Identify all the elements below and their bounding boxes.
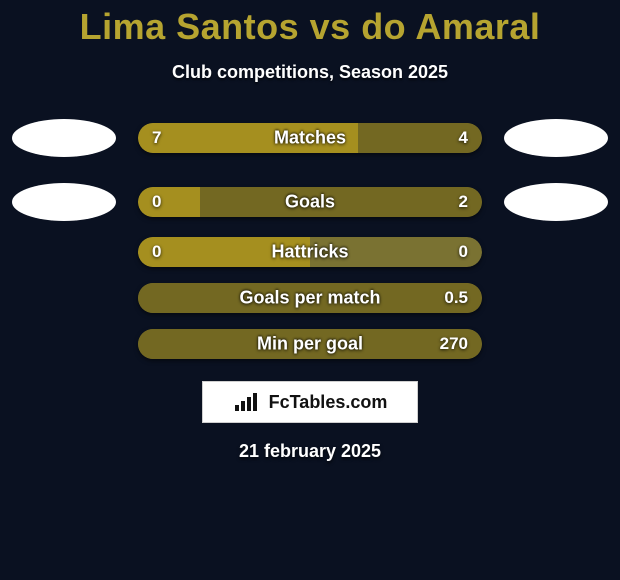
page-title: Lima Santos vs do Amaral	[80, 6, 541, 48]
bar-segment-right	[200, 187, 482, 217]
stat-row: 74Matches	[0, 119, 620, 157]
stat-row: 00Hattricks	[0, 237, 620, 267]
bar-segment-right	[138, 283, 482, 313]
stat-bar: 02Goals	[138, 187, 482, 217]
date-text: 21 february 2025	[239, 441, 381, 462]
bar-segment-left	[138, 123, 358, 153]
bar-segment-left	[138, 187, 200, 217]
brand-text: FcTables.com	[269, 392, 388, 413]
bar-segment-left	[138, 237, 310, 267]
stat-row: 0.5Goals per match	[0, 283, 620, 313]
bar-segment-right	[358, 123, 482, 153]
brand-badge: FcTables.com	[202, 381, 418, 423]
player-avatar-right	[504, 119, 608, 157]
bars-icon	[233, 391, 263, 413]
page-subtitle: Club competitions, Season 2025	[172, 62, 448, 83]
player-avatar-left	[12, 183, 116, 221]
bar-segment-right	[138, 329, 482, 359]
stat-bar: 74Matches	[138, 123, 482, 153]
player-avatar-left	[12, 119, 116, 157]
stat-bar: 00Hattricks	[138, 237, 482, 267]
stat-bar: 270Min per goal	[138, 329, 482, 359]
stat-row: 02Goals	[0, 183, 620, 221]
stat-row: 270Min per goal	[0, 329, 620, 359]
player-avatar-right	[504, 183, 608, 221]
stat-bar: 0.5Goals per match	[138, 283, 482, 313]
comparison-infographic: Lima Santos vs do Amaral Club competitio…	[0, 0, 620, 462]
